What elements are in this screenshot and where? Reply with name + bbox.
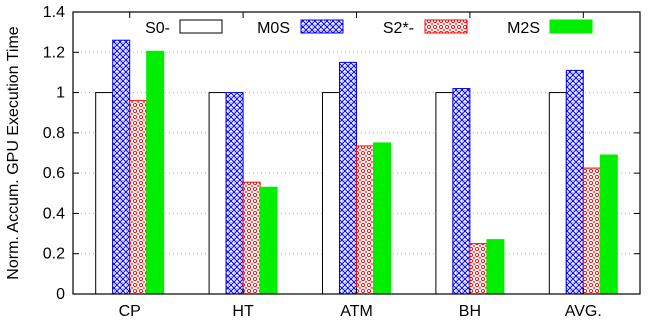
bar <box>339 61 357 295</box>
x-tick-label: ATM <box>340 303 373 320</box>
bar <box>259 186 278 295</box>
bar <box>242 181 261 295</box>
bar <box>146 50 165 295</box>
legend: S0- M0S S2*- M2S <box>145 19 593 37</box>
y-tick-label: 0.6 <box>43 165 65 182</box>
legend-label: S0- <box>145 20 170 37</box>
bar <box>225 92 244 295</box>
x-tick-label: AVG. <box>565 303 602 320</box>
bar <box>435 92 454 295</box>
x-tick-label: CP <box>119 303 141 320</box>
bar <box>565 69 584 295</box>
bar <box>548 92 567 295</box>
x-tick-label: BH <box>459 303 481 320</box>
bar <box>373 142 391 295</box>
bar <box>582 167 601 295</box>
y-tick-label: 1.4 <box>43 4 65 21</box>
y-tick-label: 0.8 <box>43 125 65 142</box>
x-tick-label: HT <box>232 303 254 320</box>
legend-swatch <box>424 19 468 34</box>
legend-label: M0S <box>257 20 290 37</box>
bar <box>486 239 505 295</box>
bar <box>208 92 227 295</box>
y-tick-label: 0 <box>56 286 65 303</box>
bar <box>112 39 131 295</box>
bar <box>129 100 148 295</box>
bar <box>95 92 114 295</box>
bar <box>599 154 618 295</box>
bar <box>356 145 374 295</box>
axis-labels: 0 0.2 0.4 0.6 0.8 1 1.2 1.4 CP HT ATM BH AVG. <box>43 4 602 320</box>
grid-lines <box>73 51 640 255</box>
y-tick-label: 0.2 <box>43 246 65 263</box>
bar <box>469 243 488 295</box>
y-tick-label: 0.4 <box>43 205 65 222</box>
legend-swatch <box>179 19 223 34</box>
bar <box>452 88 471 295</box>
legend-label: S2*- <box>383 20 414 37</box>
legend-label: M2S <box>507 20 540 37</box>
legend-swatch <box>300 19 344 34</box>
bar <box>322 92 340 295</box>
bars <box>95 39 618 295</box>
y-tick-label: 1 <box>56 85 65 102</box>
y-axis-label: Norm. Accum. GPU Execution Time <box>5 26 22 280</box>
axis-ticks <box>73 11 640 295</box>
y-tick-label: 1.2 <box>43 44 65 61</box>
legend-swatch <box>549 19 593 34</box>
